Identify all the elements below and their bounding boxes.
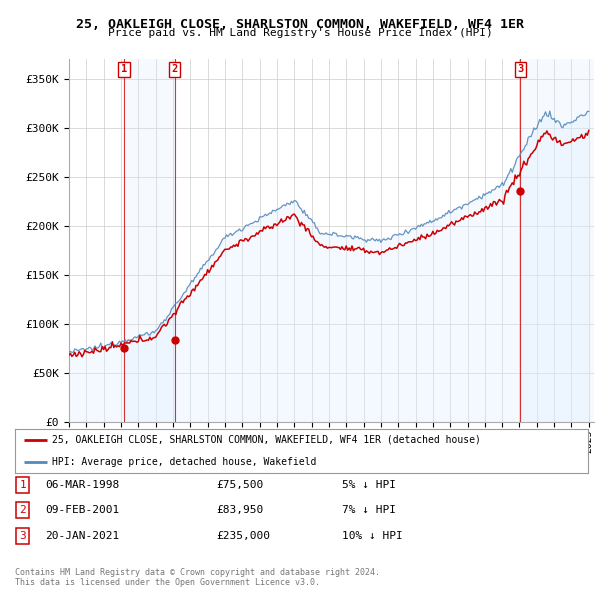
Text: 25, OAKLEIGH CLOSE, SHARLSTON COMMON, WAKEFIELD, WF4 1ER: 25, OAKLEIGH CLOSE, SHARLSTON COMMON, WA… bbox=[76, 18, 524, 31]
Text: 3: 3 bbox=[19, 531, 26, 540]
Text: 25, OAKLEIGH CLOSE, SHARLSTON COMMON, WAKEFIELD, WF4 1ER (detached house): 25, OAKLEIGH CLOSE, SHARLSTON COMMON, WA… bbox=[52, 435, 481, 445]
Text: 09-FEB-2001: 09-FEB-2001 bbox=[45, 506, 119, 515]
Bar bbox=[520, 59, 594, 422]
Text: 1: 1 bbox=[19, 480, 26, 490]
Text: 20-JAN-2021: 20-JAN-2021 bbox=[45, 531, 119, 540]
Text: HPI: Average price, detached house, Wakefield: HPI: Average price, detached house, Wake… bbox=[52, 457, 317, 467]
Text: 5% ↓ HPI: 5% ↓ HPI bbox=[342, 480, 396, 490]
Text: 06-MAR-1998: 06-MAR-1998 bbox=[45, 480, 119, 490]
Text: 2: 2 bbox=[19, 506, 26, 515]
Text: 1: 1 bbox=[121, 64, 127, 74]
Text: 10% ↓ HPI: 10% ↓ HPI bbox=[342, 531, 403, 540]
Text: 2: 2 bbox=[172, 64, 178, 74]
Text: Price paid vs. HM Land Registry's House Price Index (HPI): Price paid vs. HM Land Registry's House … bbox=[107, 28, 493, 38]
Text: £83,950: £83,950 bbox=[216, 506, 263, 515]
Text: 7% ↓ HPI: 7% ↓ HPI bbox=[342, 506, 396, 515]
Text: £75,500: £75,500 bbox=[216, 480, 263, 490]
Text: 3: 3 bbox=[517, 64, 523, 74]
Text: Contains HM Land Registry data © Crown copyright and database right 2024.
This d: Contains HM Land Registry data © Crown c… bbox=[15, 568, 380, 587]
Bar bbox=[124, 59, 175, 422]
Text: £235,000: £235,000 bbox=[216, 531, 270, 540]
